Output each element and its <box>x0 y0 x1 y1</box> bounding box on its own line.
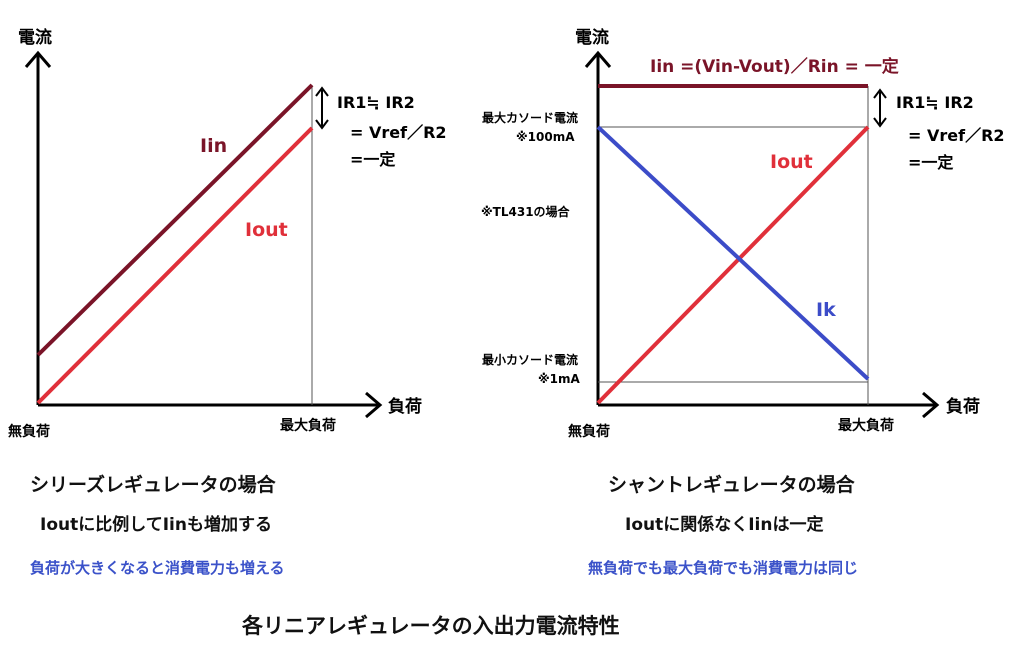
right-x-max-label: 最大負荷 <box>838 417 894 434</box>
right-ik-label: Ik <box>816 299 836 321</box>
right-diagram: 電流 負荷 無負荷 最大負荷 Iin =(Vin-Vout)／Rin = 一定 … <box>481 27 1005 440</box>
left-x-min-label: 無負荷 <box>8 423 50 440</box>
right-max-cathode-value: ※100mA <box>516 130 575 144</box>
left-annotation-line2: = Vref／R2 <box>350 123 447 142</box>
right-iin-formula: Iin =(Vin-Vout)／Rin = 一定 <box>650 56 899 77</box>
right-caption-sub: Ioutに関係なくIinは一定 <box>625 515 824 535</box>
left-gap-arrow-bottom <box>315 119 329 130</box>
left-caption-sub: Ioutに比例してIinも増加する <box>40 515 272 535</box>
right-gap-arrow-bottom <box>873 117 887 128</box>
left-y-arrowhead <box>24 50 52 68</box>
left-iout-label: Iout <box>245 219 288 241</box>
right-gap-arrow-top <box>873 88 887 99</box>
right-y-arrowhead <box>584 50 612 68</box>
right-caption-note: 無負荷でも最大負荷でも消費電力は同じ <box>588 559 859 577</box>
left-caption-note: 負荷が大きくなると消費電力も増える <box>30 559 285 577</box>
right-caption-title: シャントレギュレータの場合 <box>608 474 855 496</box>
right-y-axis-label: 電流 <box>575 27 609 48</box>
right-iout-line <box>596 125 870 405</box>
left-iin-label: Iin <box>200 135 227 157</box>
left-x-axis-label: 負荷 <box>388 396 422 417</box>
left-diagram: 電流 負荷 無負荷 最大負荷 Iin Iout IR1≒ IR2 = Vref／… <box>8 27 447 440</box>
main-title: 各リニアレギュレータの入出力電流特性 <box>242 614 620 638</box>
left-gap-arrow-top <box>315 86 329 97</box>
right-annotation-line2: = Vref／R2 <box>908 126 1005 145</box>
left-y-axis-label: 電流 <box>18 27 52 48</box>
right-annotation-line3: =一定 <box>908 153 953 172</box>
right-tl431-note: ※TL431の場合 <box>481 204 571 219</box>
left-iout-line <box>36 126 314 405</box>
right-iout-label: Iout <box>770 151 813 173</box>
left-caption-title: シリーズレギュレータの場合 <box>30 474 276 496</box>
right-min-cathode-value: ※1mA <box>538 372 581 386</box>
left-annotation-line3: =一定 <box>350 150 395 169</box>
left-iin-line <box>36 83 314 357</box>
right-x-axis-label: 負荷 <box>946 396 980 417</box>
left-x-max-label: 最大負荷 <box>280 417 336 434</box>
right-max-cathode-label: 最大カソード電流 <box>482 110 578 125</box>
right-x-arrowhead <box>922 391 940 419</box>
right-ik-line <box>596 125 870 381</box>
left-annotation-line1: IR1≒ IR2 <box>337 93 415 112</box>
left-x-arrowhead <box>365 391 383 419</box>
right-min-cathode-label: 最小カソード電流 <box>482 352 578 367</box>
right-annotation-line1: IR1≒ IR2 <box>896 93 974 112</box>
right-x-min-label: 無負荷 <box>568 423 610 440</box>
